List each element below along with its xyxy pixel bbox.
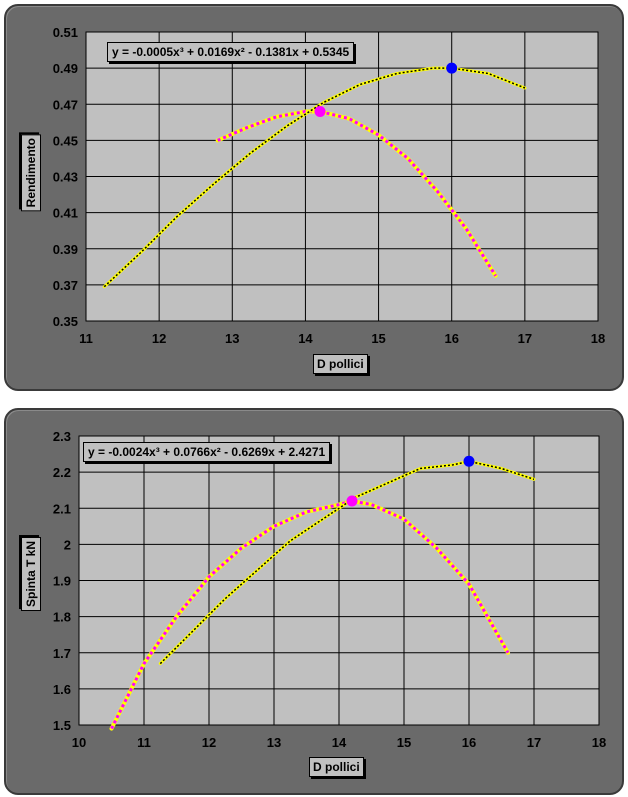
x-tick-label: 14 [332, 735, 347, 750]
x-tick-label: 12 [152, 331, 166, 346]
y-tick-label: 0.45 [53, 133, 78, 148]
y-tick-label: 0.39 [53, 242, 78, 257]
chart-panel-top: 11 12 13 14 15 16 17 18 0.35 0.37 0.39 0.41 0.43 0.45… [4, 4, 624, 391]
y-tick-label: 2.1 [53, 501, 71, 516]
x-tick-label: 15 [397, 735, 411, 750]
trendline-equation-bottom: y = -0.0024x³ + 0.0766x² - 0.6269x + 2.4… [83, 442, 331, 462]
y-tick-label: 0.41 [53, 206, 78, 221]
x-tick-label: 17 [527, 735, 541, 750]
x-tick-label: 13 [267, 735, 281, 750]
x-tick-label: 11 [79, 331, 93, 346]
y-tick-label: 0.43 [53, 170, 78, 185]
x-tick-label: 11 [137, 735, 151, 750]
x-tick-label: 18 [591, 331, 605, 346]
y-tick-label: 0.47 [53, 97, 78, 112]
x-tick-label: 18 [592, 735, 606, 750]
optimum-marker-1 [314, 105, 326, 117]
y-axis-label-bottom: Spinta T kN [21, 537, 41, 612]
y-tick-label: 1.6 [53, 682, 71, 697]
optimum-marker-2 [446, 62, 458, 74]
y-tick-label: 1.8 [53, 610, 71, 625]
y-tick-label: 0.49 [53, 61, 78, 76]
x-axis-label-top: D pollici [313, 354, 368, 374]
x-tick-label: 10 [72, 735, 86, 750]
y-tick-label: 2.3 [53, 429, 71, 444]
x-tick-label: 17 [518, 331, 532, 346]
y-axis-label-top: Rendimento [21, 134, 41, 212]
optimum-marker-2 [463, 455, 475, 467]
x-tick-label: 16 [444, 331, 458, 346]
chart-rendimento: 11 12 13 14 15 16 17 18 0.35 0.37 0.39 0.41 0.43 0.45… [53, 25, 606, 346]
x-tick-label: 15 [371, 331, 385, 346]
x-axis-label-bottom: D pollici [309, 757, 364, 777]
y-tick-label: 2 [64, 537, 71, 552]
chart-panel-bottom: 10 11 12 13 14 15 16 17 18 1.5 1.6 1.7 1.8 1.9 2 2.1 2.2… [4, 408, 624, 795]
y-tick-label: 1.9 [53, 574, 71, 589]
x-tick-label: 12 [202, 735, 216, 750]
y-tick-label: 0.37 [53, 278, 78, 293]
y-tick-label: 0.35 [53, 314, 78, 329]
trendline-equation-top: y = -0.0005x³ + 0.0169x² - 0.1381x + 0.5… [107, 42, 355, 62]
series-line-1 [215, 109, 498, 278]
y-tick-label: 0.51 [53, 25, 78, 40]
x-tick-label: 14 [298, 331, 313, 346]
series-dash-1 [110, 499, 510, 730]
x-tick-label: 13 [225, 331, 239, 346]
y-tick-label: 1.5 [53, 718, 71, 733]
x-tick-label: 16 [462, 735, 476, 750]
optimum-marker-1 [346, 495, 358, 507]
y-tick-label: 2.2 [53, 465, 71, 480]
y-tick-label: 1.7 [53, 646, 71, 661]
chart-spinta: 10 11 12 13 14 15 16 17 18 1.5 1.6 1.7 1.8 1.9 2 2.1 2.2… [53, 429, 606, 750]
